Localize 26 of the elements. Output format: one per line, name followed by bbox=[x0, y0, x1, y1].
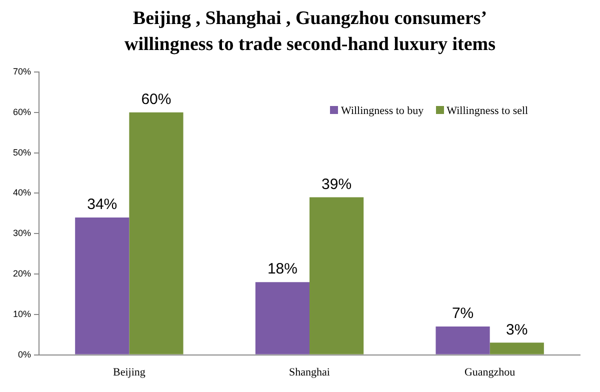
y-tick-label: 70% bbox=[13, 66, 32, 76]
x-tick-label: Guangzhou bbox=[464, 366, 516, 378]
data-label: 34% bbox=[87, 196, 118, 214]
bar bbox=[75, 217, 130, 354]
bar bbox=[255, 282, 310, 354]
y-tick-label: 10% bbox=[13, 308, 32, 319]
data-label: 39% bbox=[322, 176, 352, 193]
bar bbox=[436, 326, 490, 354]
data-label: 60% bbox=[141, 91, 172, 108]
bar bbox=[490, 342, 544, 354]
bar bbox=[129, 112, 184, 354]
x-tick-label: Beijing bbox=[112, 366, 146, 378]
chart-title: Beijing , Shanghai , Guangzhou consumers’ willingness to trade second-hand luxury items bbox=[123, 7, 497, 57]
data-label: 18% bbox=[267, 260, 298, 278]
y-tick-label: 40% bbox=[13, 188, 32, 198]
y-tick-label: 60% bbox=[13, 106, 32, 117]
y-tick-label: 0% bbox=[18, 349, 32, 360]
legend-label: Willingness to buy bbox=[340, 105, 424, 117]
data-label: 7% bbox=[452, 305, 474, 322]
x-tick-label: Shanghai bbox=[289, 366, 330, 378]
data-label: 3% bbox=[506, 321, 528, 338]
y-tick-label: 20% bbox=[13, 268, 32, 278]
y-tick-label: 30% bbox=[13, 228, 32, 238]
bar bbox=[310, 197, 364, 354]
legend-label: Willingness to sell bbox=[446, 105, 528, 117]
y-tick-label: 50% bbox=[13, 147, 32, 158]
